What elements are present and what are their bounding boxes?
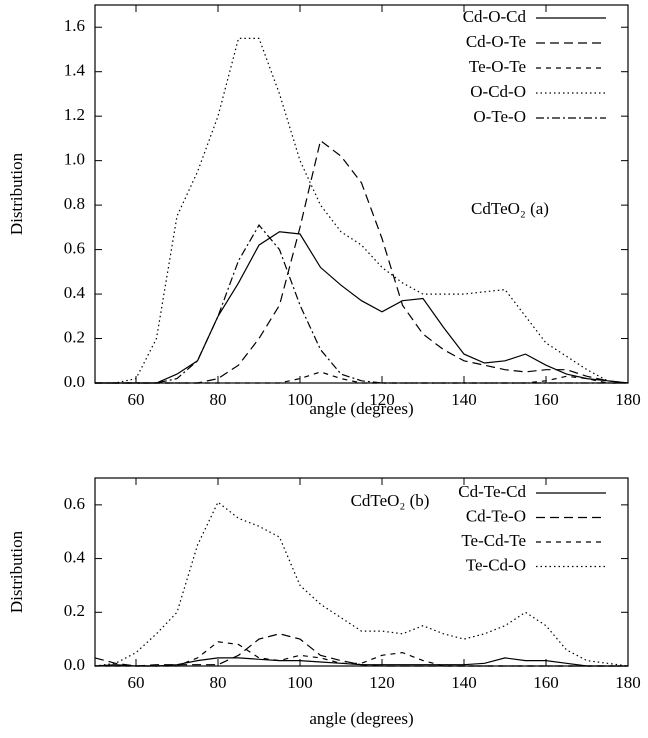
- legend-label: Te-O-Te: [469, 57, 526, 76]
- y-tick-label: 0.6: [64, 238, 85, 257]
- annotation: CdTeO₂ (b): [351, 491, 430, 510]
- x-axis-label: angle (degrees): [309, 399, 413, 418]
- y-tick-label: 1.2: [64, 105, 85, 124]
- legend-label: Cd-O-Te: [466, 32, 526, 51]
- legend-label: Cd-Te-Cd: [458, 482, 526, 501]
- x-tick-label: 60: [128, 390, 145, 409]
- plot-frame-a: [94, 4, 629, 384]
- x-axis-label: angle (degrees): [309, 709, 413, 728]
- legend-label: O-Cd-O: [470, 82, 526, 101]
- y-tick-label: 1.0: [64, 150, 85, 169]
- y-axis-label: Distribution: [7, 152, 26, 235]
- series-line: [94, 501, 629, 667]
- x-tick-label: 60: [128, 673, 145, 692]
- x-tick-label: 120: [369, 390, 395, 409]
- y-tick-label: 0.4: [64, 547, 86, 566]
- x-tick-label: 160: [533, 390, 559, 409]
- series-line: [95, 37, 629, 384]
- legend-label: O-Te-O: [473, 107, 526, 126]
- legend-label: Cd-Te-O: [466, 506, 526, 525]
- legend-label: Te-Cd-Te: [461, 531, 526, 550]
- x-tick-label: 120: [369, 673, 395, 692]
- legend-label: Te-Cd-O: [466, 555, 526, 574]
- x-tick-label: 100: [287, 673, 313, 692]
- x-tick-label: 160: [533, 673, 559, 692]
- x-tick-label: 180: [615, 390, 641, 409]
- y-tick-label: 0.8: [64, 194, 85, 213]
- plot-frame-b: [94, 477, 629, 667]
- y-tick-label: 0.0: [64, 372, 85, 391]
- annotation: CdTeO₂ (a): [471, 199, 549, 218]
- y-tick-label: 0.0: [64, 655, 85, 674]
- x-tick-label: 80: [210, 390, 227, 409]
- y-tick-label: 0.2: [64, 327, 85, 346]
- y-tick-label: 1.6: [64, 16, 85, 35]
- x-tick-label: 180: [615, 673, 641, 692]
- x-tick-label: 140: [451, 673, 477, 692]
- series-line: [95, 224, 628, 384]
- x-tick-label: 80: [210, 673, 227, 692]
- series-line: [95, 641, 628, 667]
- x-tick-label: 100: [287, 390, 313, 409]
- x-tick-label: 140: [451, 390, 477, 409]
- series-line: [94, 633, 628, 667]
- y-axis-label: Distribution: [7, 530, 26, 613]
- y-tick-label: 1.4: [64, 61, 86, 80]
- series-line: [95, 231, 629, 384]
- series-line: [95, 139, 629, 384]
- y-tick-label: 0.2: [64, 601, 85, 620]
- y-tick-label: 0.4: [64, 283, 86, 302]
- y-tick-label: 0.6: [64, 494, 85, 513]
- legend-label: Cd-O-Cd: [463, 7, 527, 26]
